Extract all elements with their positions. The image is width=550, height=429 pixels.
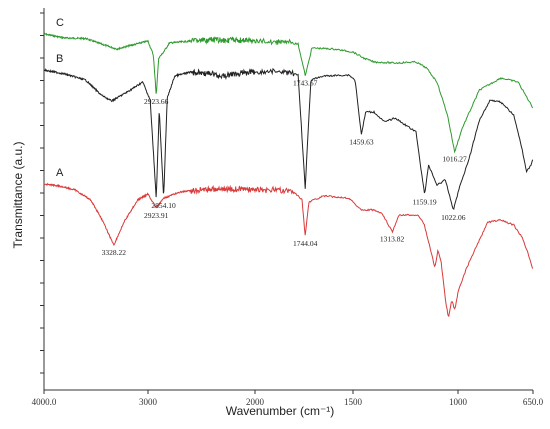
x-tick-label: 1500 [344, 397, 363, 407]
x-axis-title: Wavenumber (cm⁻¹) [226, 404, 335, 418]
peak-label: 1159.19 [413, 198, 437, 207]
peak-labels: 2923.66 1743.67 1016.27 2854.10 1459.63 1159.… [102, 78, 467, 257]
peak-label: 1313.82 [380, 235, 405, 244]
series-label-C: C [56, 17, 64, 29]
peak-label: 2854.10 [151, 201, 176, 210]
peak-label: 2923.66 [144, 97, 169, 106]
x-tick-label: 650.0 [523, 397, 544, 407]
peak-label: 1016.27 [442, 155, 467, 164]
series-line-A [43, 182, 534, 318]
series-label-B: B [56, 53, 63, 65]
series-line-B [43, 67, 534, 210]
peak-label: 2923.91 [144, 211, 169, 220]
series-labels: C B A [56, 17, 64, 179]
x-axis-ticks: 4000.0 3000 2000 1500 1000 650.0 [32, 390, 544, 407]
x-tick-label: 4000.0 [32, 397, 57, 407]
peak-label: 3328.22 [102, 248, 127, 257]
peak-label: 1744.04 [293, 239, 318, 248]
y-axis-title: Transmittance (a.u.) [11, 142, 25, 249]
series-line-C [43, 32, 534, 154]
x-tick-label: 3000 [139, 397, 158, 407]
x-tick-label: 1000 [449, 397, 468, 407]
peak-label: 1743.67 [293, 78, 318, 87]
axes [43, 8, 533, 391]
peak-label: 1459.63 [349, 138, 374, 147]
y-axis-ticks [40, 12, 44, 374]
x-tick-label: 2000 [246, 397, 265, 407]
series-layer [43, 32, 534, 318]
series-label-A: A [56, 167, 64, 179]
peak-label: 1022.06 [441, 213, 466, 222]
